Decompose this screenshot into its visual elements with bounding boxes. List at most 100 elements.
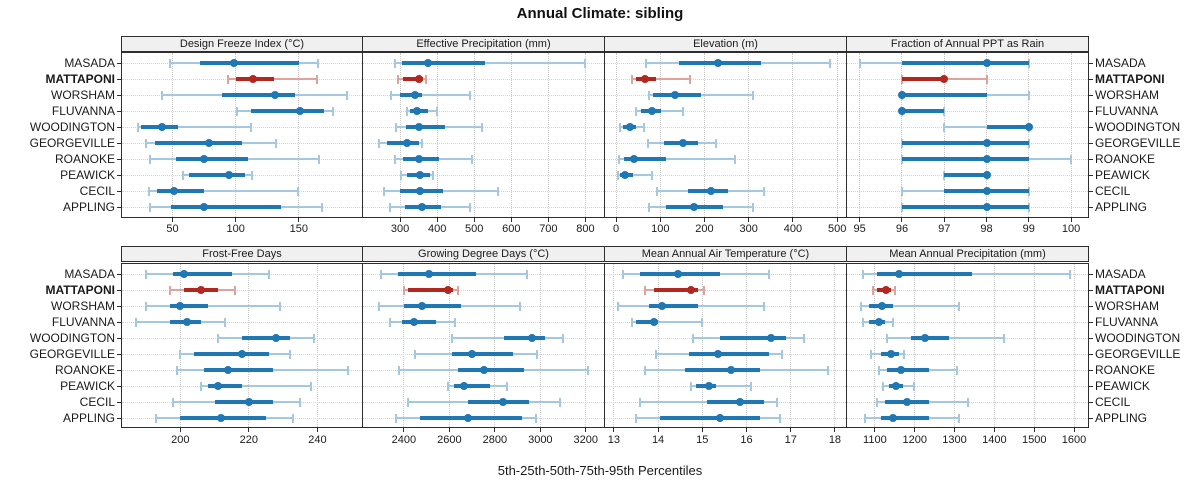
whisker-cap: [145, 138, 147, 148]
x-axis-tick: [914, 428, 916, 432]
whisker-cap: [405, 106, 408, 116]
whisker-cap: [235, 106, 238, 116]
x-axis-tick: [792, 218, 794, 222]
x-axis-tick: [943, 218, 945, 222]
whisker-cap: [148, 202, 151, 212]
median-dot: [896, 366, 905, 375]
percentile-range-25-75: [170, 304, 208, 309]
site-label-left: WORSHAM: [51, 299, 115, 314]
whisker-cap: [861, 317, 864, 327]
median-dot: [214, 382, 222, 391]
percentile-range-5-95: [395, 62, 586, 64]
h-gridline: [605, 78, 846, 80]
x-axis-tick: [235, 218, 237, 222]
median-dot: [982, 187, 991, 196]
percentile-range-25-75: [901, 109, 945, 114]
v-gridline: [993, 264, 995, 427]
median-dot: [444, 286, 453, 295]
whisker-cap: [692, 333, 695, 343]
v-gridline: [874, 264, 876, 427]
whisker-cap: [457, 285, 460, 295]
site-label-right: FLUVANNA: [1095, 315, 1159, 330]
percentile-range-5-95: [391, 94, 471, 97]
x-tick-label: 3200: [573, 434, 599, 446]
y-axis-tick: [1089, 401, 1093, 403]
h-gridline: [847, 305, 1088, 307]
median-dot: [225, 171, 234, 180]
site-label-left: GEORGEVILLE: [29, 347, 115, 362]
y-axis-tick: [117, 289, 121, 291]
site-label-left: FLUVANNA: [51, 315, 115, 330]
whisker-cap: [858, 58, 861, 68]
median-dot: [690, 203, 699, 212]
x-axis-tick: [986, 218, 988, 222]
whisker-cap: [331, 106, 334, 116]
percentile-range-25-75: [387, 141, 419, 146]
site-label-right: APPLING: [1095, 200, 1148, 215]
panel-header: Effective Precipitation (mm): [362, 36, 605, 52]
v-gridline: [792, 53, 794, 217]
site-label-left: ROANOKE: [54, 363, 115, 378]
x-tick-label: 400: [783, 223, 803, 235]
whisker-cap: [955, 365, 958, 375]
whisker-cap: [621, 269, 624, 279]
whisker-cap: [420, 138, 423, 148]
whisker-cap: [643, 285, 646, 295]
median-dot: [183, 318, 192, 327]
site-label-right: GEORGEVILLE: [1095, 136, 1181, 151]
x-tick-label: 96: [895, 223, 909, 235]
v-gridline: [703, 53, 705, 217]
x-tick-label: 50: [166, 223, 179, 235]
x-tick-label: 2800: [482, 434, 508, 446]
v-gridline: [901, 53, 903, 217]
median-dot: [887, 350, 896, 359]
h-gridline: [605, 289, 846, 291]
whisker-cap: [749, 381, 752, 391]
percentile-range-25-75: [405, 125, 445, 130]
median-dot: [414, 155, 423, 164]
whisker-cap: [648, 202, 651, 212]
whisker-cap: [398, 365, 401, 375]
whisker-cap: [179, 349, 182, 359]
v-gridline: [790, 264, 792, 427]
percentile-range-25-75: [901, 157, 1029, 162]
whisker-cap: [407, 397, 410, 407]
whisker-cap: [656, 186, 659, 196]
whisker-cap: [447, 381, 450, 391]
median-dot: [647, 107, 656, 116]
percentile-range-25-75: [408, 288, 453, 293]
panel-title: Mean Annual Air Temperature (°C): [641, 248, 810, 260]
percentile-range-5-95: [148, 190, 298, 193]
y-axis-tick: [117, 385, 121, 387]
y-axis-tick: [117, 369, 121, 371]
x-axis-tick: [836, 218, 838, 222]
x-axis-tick: [436, 218, 438, 222]
y-axis-tick: [1089, 353, 1093, 355]
x-axis-tick: [298, 218, 300, 222]
y-axis-tick: [117, 321, 121, 323]
panel-title: Fraction of Annual PPT as Rain: [890, 38, 1045, 50]
v-gridline: [510, 53, 512, 217]
x-axis-tick: [510, 218, 512, 222]
x-tick-label: 100: [651, 223, 670, 235]
site-label-left: APPLING: [62, 411, 115, 426]
whisker-cap: [315, 74, 318, 84]
median-dot: [424, 270, 433, 278]
x-tick-label: 3000: [528, 434, 553, 446]
v-gridline: [235, 53, 237, 217]
site-label-left: PEAWICK: [60, 168, 115, 183]
median-dot: [982, 203, 991, 212]
median-dot: [626, 123, 635, 132]
site-label-right: ROANOKE: [1095, 152, 1156, 167]
x-tick-label: 800: [576, 223, 595, 235]
whisker-cap: [377, 301, 380, 311]
y-axis-tick: [1089, 417, 1093, 419]
whisker-cap: [1069, 269, 1072, 279]
median-dot: [891, 382, 900, 391]
y-axis-tick: [117, 190, 121, 192]
whisker-cap: [1027, 138, 1030, 148]
whisker-cap: [767, 269, 770, 279]
v-gridline: [179, 264, 181, 427]
median-dot: [528, 334, 537, 343]
median-dot: [673, 270, 682, 278]
